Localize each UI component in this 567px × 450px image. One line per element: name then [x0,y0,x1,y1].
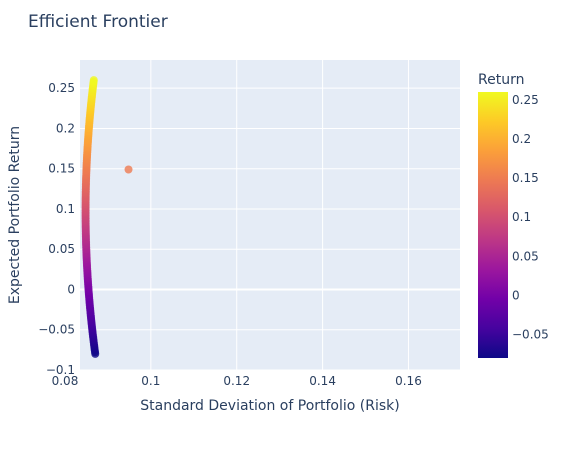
colorbar-tick-label: 0.25 [512,93,539,107]
y-tick-label: 0.2 [56,121,75,135]
colorbar-tick-label: −0.05 [512,328,549,342]
y-tick-label: 0.1 [56,202,75,216]
y-tick-label: 0.15 [48,162,75,176]
data-point [124,165,133,174]
x-tick-labels: 0.08 0.1 0.12 0.14 0.16 [52,374,422,388]
plot-area [80,60,460,370]
colorbar-tick-label: 0.05 [512,249,539,263]
x-axis-label: Standard Deviation of Portfolio (Risk) [140,398,400,414]
y-tick-labels: −0.1 −0.05 0 0.05 0.1 0.15 0.2 0.25 [38,81,75,377]
colorbar-tick-label: 0.15 [512,171,539,185]
x-tick-label: 0.08 [52,374,79,388]
x-tick-label: 0.1 [141,374,160,388]
y-tick-label: 0.25 [48,81,75,95]
x-tick-label: 0.14 [309,374,336,388]
data-point [89,76,98,85]
colorbar-tick-label: 0 [512,288,520,302]
x-tick-label: 0.16 [395,374,422,388]
x-tick-label: 0.12 [223,374,250,388]
y-tick-label: −0.1 [46,363,75,377]
colorbar [478,92,508,358]
y-tick-label: 0.05 [48,242,75,256]
chart-title: Efficient Frontier [28,12,168,32]
y-tick-label: 0 [67,282,75,296]
gridlines [80,60,460,371]
data-points [81,76,133,358]
colorbar-tick-labels: −0.05 0 0.05 0.1 0.15 0.2 0.25 [512,93,549,342]
colorbar-tick-label: 0.2 [512,132,531,146]
y-axis-label: Expected Portfolio Return [7,126,23,304]
colorbar-tick-label: 0.1 [512,210,531,224]
colorbar-title: Return [478,72,524,88]
y-tick-label: −0.05 [38,323,75,337]
